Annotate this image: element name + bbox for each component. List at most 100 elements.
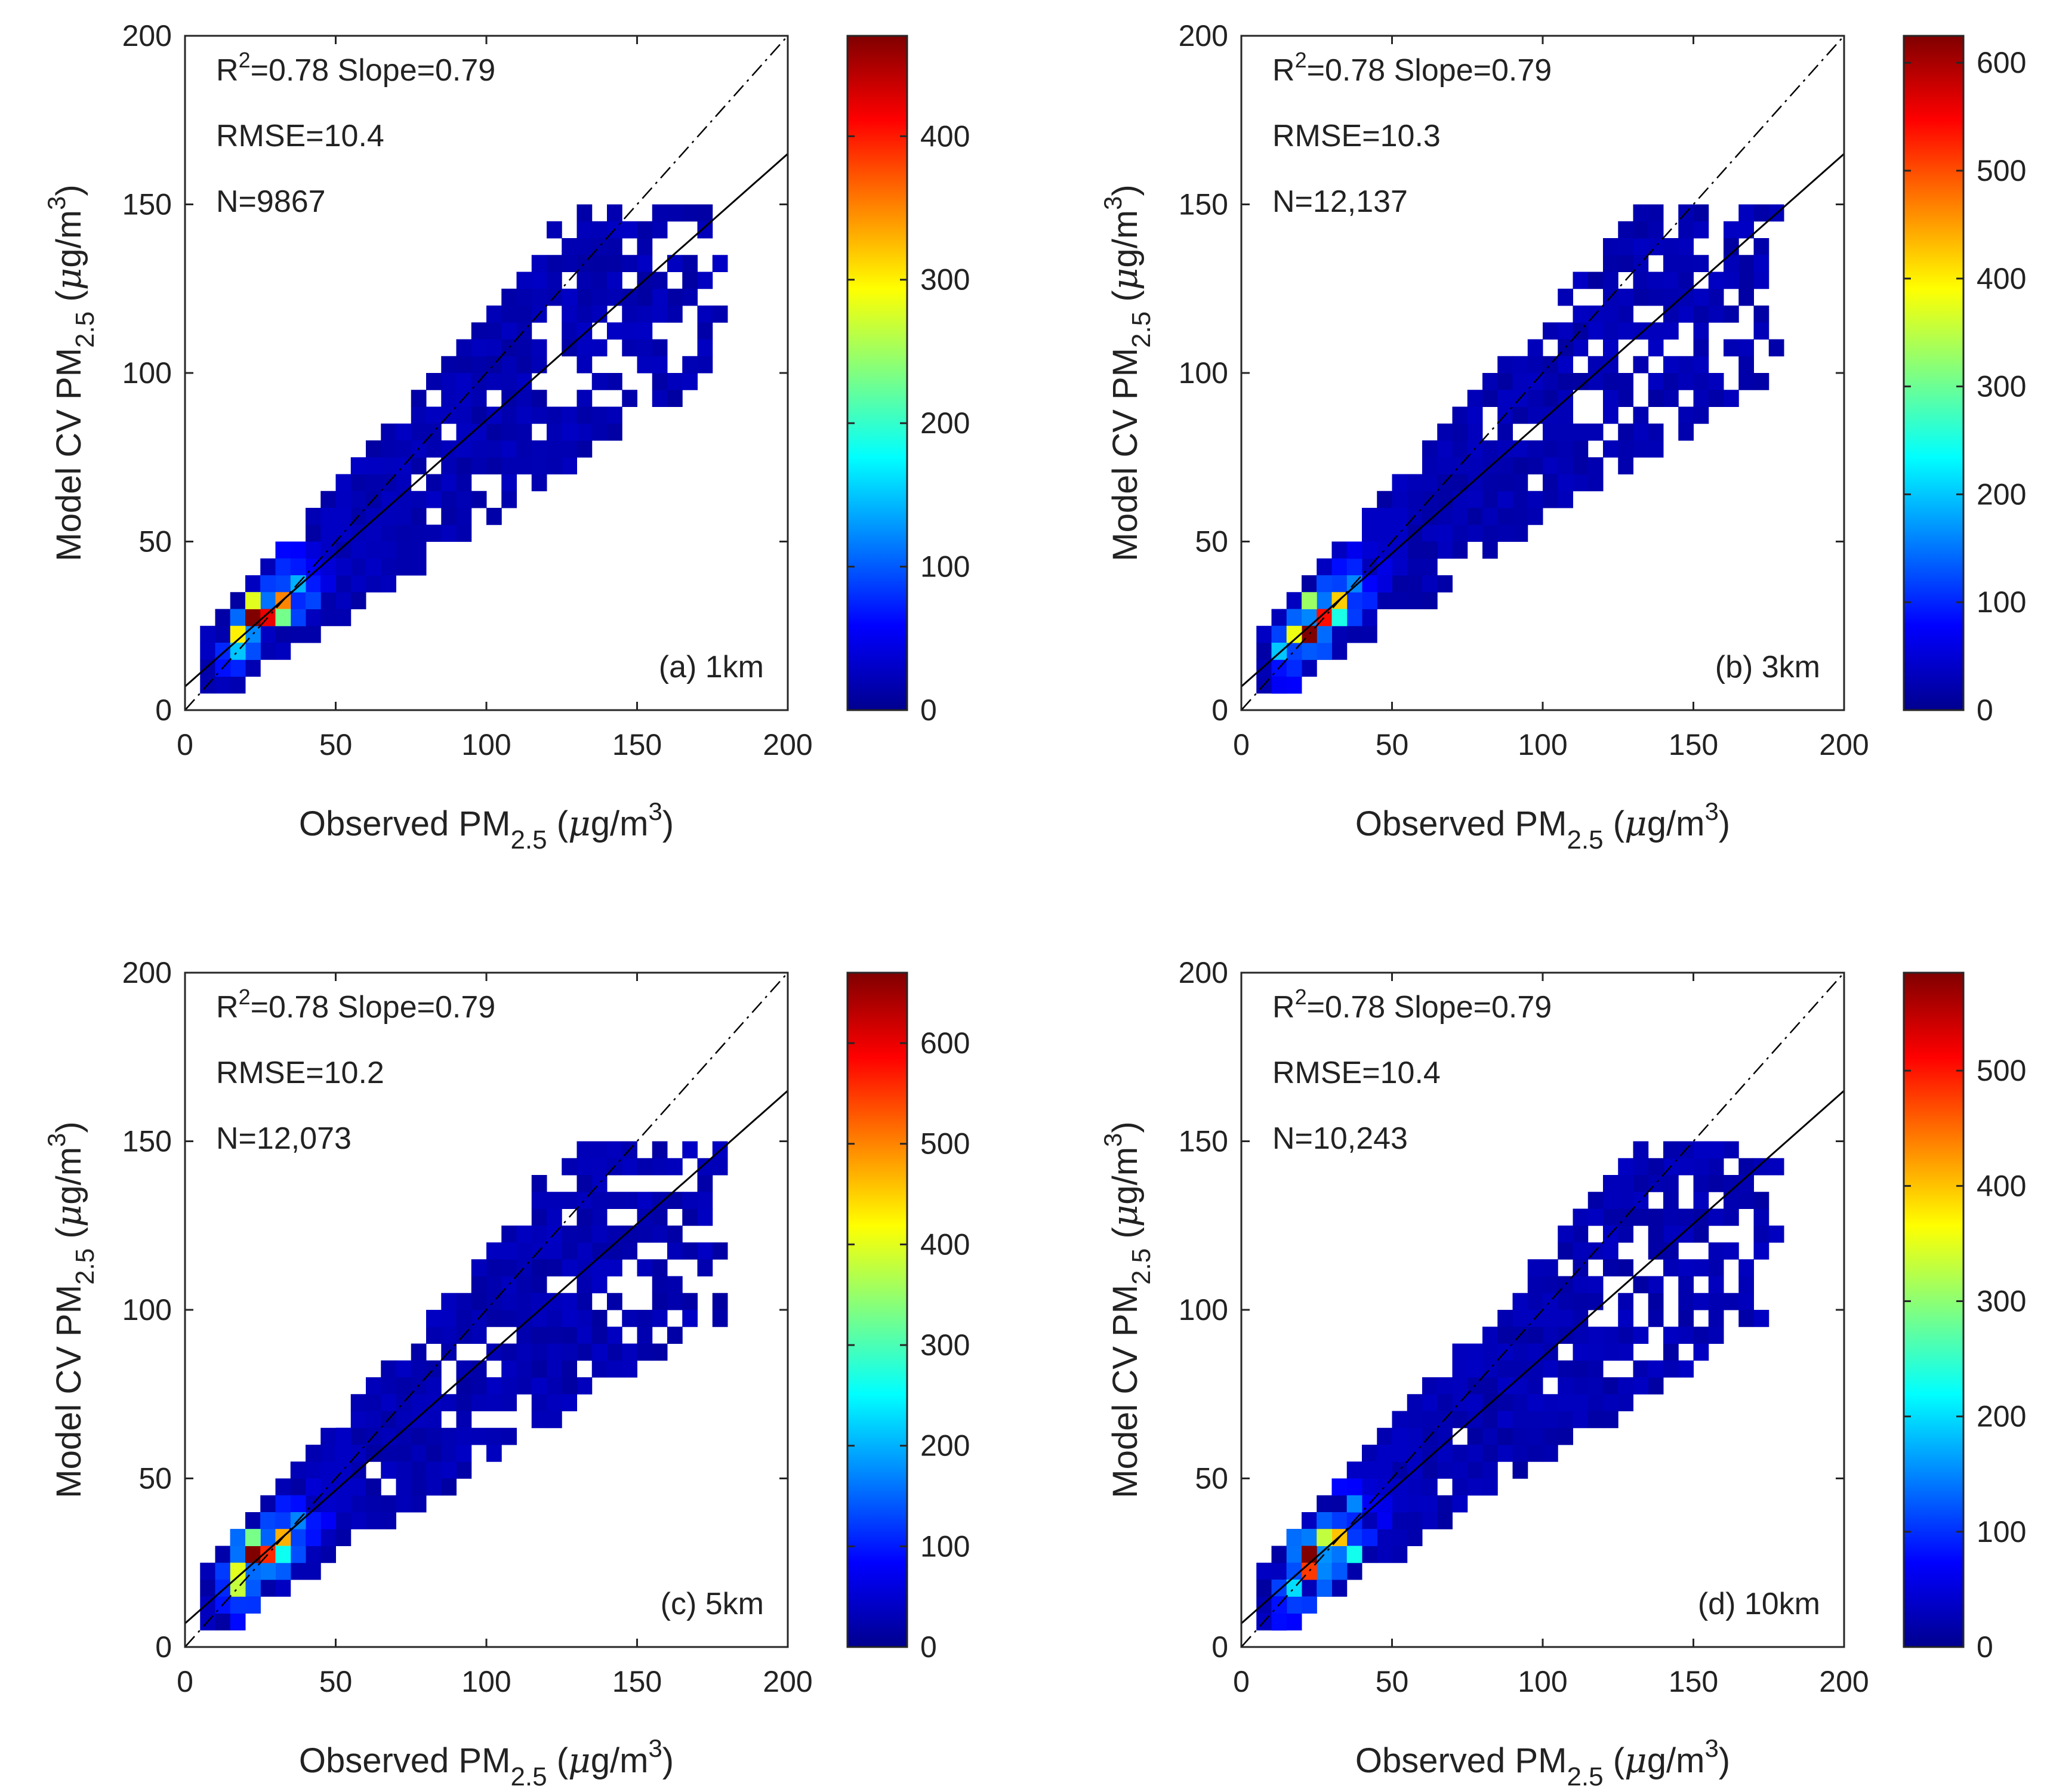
heatmap-cell xyxy=(637,1310,653,1327)
heatmap-cell xyxy=(1543,1259,1558,1276)
heatmap-cell xyxy=(547,1208,562,1226)
heatmap-cell xyxy=(1467,406,1483,424)
heatmap-cell xyxy=(652,390,668,407)
heatmap-cell xyxy=(290,625,306,643)
x-tick-label: 200 xyxy=(1819,728,1869,761)
heatmap-cell xyxy=(697,322,713,340)
heatmap-cell xyxy=(1663,306,1679,323)
heatmap-cell xyxy=(1512,1461,1528,1479)
heatmap-cell xyxy=(1392,1512,1408,1529)
heatmap-cell xyxy=(1753,238,1769,255)
heatmap-cell xyxy=(1392,558,1408,576)
heatmap-cell xyxy=(1618,390,1633,407)
heatmap-cell xyxy=(1527,390,1543,407)
colorbar-tick-label: 100 xyxy=(920,1529,970,1563)
heatmap-cell xyxy=(1618,1394,1633,1411)
heatmap-cell xyxy=(471,1327,487,1344)
heatmap-cell xyxy=(652,339,668,357)
heatmap-cell xyxy=(1437,575,1453,593)
heatmap-cell xyxy=(381,1394,396,1411)
heatmap-cell xyxy=(1512,406,1528,424)
heatmap-hot-cell xyxy=(245,592,261,609)
heatmap-cell xyxy=(1407,558,1423,576)
heatmap-cell xyxy=(667,1293,683,1310)
heatmap-cell xyxy=(682,1208,698,1226)
heatmap-cell xyxy=(501,1259,517,1276)
heatmap-cell xyxy=(562,1394,577,1411)
heatmap-cell xyxy=(562,1377,577,1395)
heatmap-cell xyxy=(1558,1377,1573,1395)
heatmap-cell xyxy=(441,457,457,474)
heatmap-cell xyxy=(1331,1546,1348,1563)
heatmap-cell xyxy=(1663,238,1679,255)
heatmap-cell xyxy=(335,491,352,508)
x-tick-label: 200 xyxy=(1819,1665,1869,1698)
heatmap-cell xyxy=(441,508,457,525)
heatmap-cell xyxy=(381,1495,396,1513)
heatmap-cell xyxy=(320,1512,336,1529)
heatmap-cell xyxy=(260,558,276,576)
y-tick-label: 50 xyxy=(138,525,172,559)
heatmap-cell xyxy=(637,1192,653,1209)
heatmap-cell xyxy=(1317,575,1332,593)
heatmap-cell xyxy=(1512,525,1528,542)
heatmap-cell xyxy=(335,575,352,593)
heatmap-cell xyxy=(320,525,336,542)
heatmap-cell xyxy=(411,1343,427,1361)
heatmap-cell xyxy=(1724,1208,1739,1226)
heatmap-cell xyxy=(426,440,442,458)
heatmap-cell xyxy=(1618,238,1633,255)
heatmap-cell xyxy=(426,491,442,508)
heatmap-cell xyxy=(200,1580,215,1597)
heatmap-cell xyxy=(426,1310,442,1327)
heatmap-cell xyxy=(1497,508,1513,525)
heatmap-cell xyxy=(1618,1327,1633,1344)
heatmap-cell xyxy=(350,457,366,474)
heatmap-cell xyxy=(381,558,396,576)
x-axis-title: Observed PM2.5 (μg/m3) xyxy=(299,1734,674,1791)
heatmap-cell xyxy=(712,1310,728,1327)
heatmap-cell xyxy=(547,1327,562,1344)
heatmap-cell xyxy=(1346,609,1362,627)
heatmap-cell xyxy=(1422,1478,1438,1496)
heatmap-cell xyxy=(1543,390,1558,407)
heatmap-cell xyxy=(1407,1512,1423,1529)
x-tick-label: 100 xyxy=(1518,728,1567,761)
heatmap-cell xyxy=(1678,1310,1694,1327)
heatmap-cell xyxy=(1377,1461,1392,1479)
heatmap-cell xyxy=(486,1427,502,1445)
heatmap-cell xyxy=(516,1327,532,1344)
heatmap-cell xyxy=(1633,1377,1649,1395)
heatmap-cell xyxy=(637,1259,653,1276)
y-axis-title: Model CV PM2.5 (μg/m3) xyxy=(1099,184,1156,561)
colorbar-gradient xyxy=(1904,36,1963,710)
heatmap-cell xyxy=(1482,1377,1498,1395)
heatmap-cell xyxy=(501,1360,517,1378)
heatmap-cell xyxy=(350,1495,366,1513)
heatmap-cell xyxy=(1543,1276,1558,1294)
heatmap-cell xyxy=(1437,457,1453,474)
y-tick-label: 150 xyxy=(122,1125,172,1158)
heatmap-cell xyxy=(1618,1310,1633,1327)
heatmap-cell xyxy=(366,541,381,559)
heatmap-cell xyxy=(200,625,215,643)
heatmap-cell xyxy=(1633,238,1649,255)
heatmap-cell xyxy=(1302,609,1317,627)
heatmap-cell xyxy=(1633,272,1649,289)
heatmap-cell xyxy=(1708,288,1724,306)
heatmap-cell xyxy=(652,1293,668,1310)
heatmap-cell xyxy=(1377,525,1392,542)
heatmap-cell xyxy=(1573,440,1589,458)
heatmap-cell xyxy=(1708,390,1724,407)
heatmap-cell xyxy=(1543,1394,1558,1411)
heatmap-cell xyxy=(306,625,321,643)
heatmap-cell xyxy=(637,1327,653,1344)
heatmap-cell xyxy=(486,322,502,340)
heatmap-cell xyxy=(1678,272,1694,289)
heatmap-cell xyxy=(441,373,457,390)
heatmap-cell xyxy=(577,1343,593,1361)
heatmap-cell xyxy=(622,1158,637,1176)
heatmap-cell xyxy=(1708,373,1724,390)
heatmap-cell xyxy=(1618,373,1633,390)
heatmap-cell xyxy=(1587,423,1604,441)
